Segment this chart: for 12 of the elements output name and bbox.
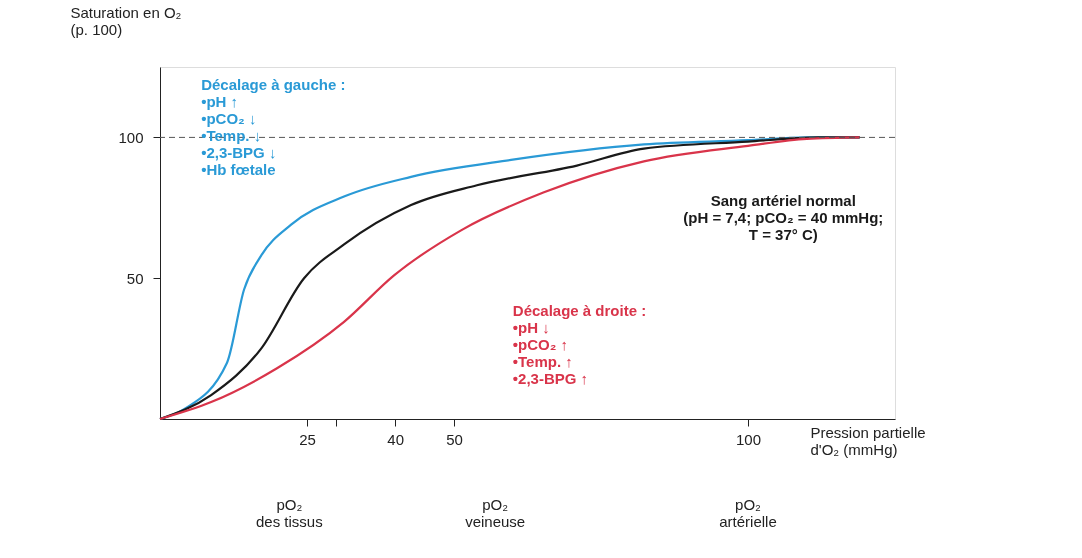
text: pO₂ des tissus bbox=[256, 495, 323, 530]
text: pO₂ artérielle bbox=[719, 495, 777, 530]
y-axis-title: Saturation en O₂ (p. 100) bbox=[70, 3, 182, 38]
annotation: Sang artériel normal (pH = 7,4; pCO₂ = 40 mmHg; T = 37° C) bbox=[683, 191, 884, 243]
x-tick-label: 25 bbox=[299, 430, 316, 448]
x-tick-label: 40 bbox=[387, 430, 405, 448]
annotation: Décalage à gauche : •pH ↑ •pCO₂ ↓ •Temp. ↓ •2,3-BPG ↓ •Hb fœtale bbox=[201, 76, 346, 179]
text: pO₂ veineuse bbox=[465, 495, 526, 530]
x-tick-label: 100 bbox=[735, 430, 762, 448]
x-axis-title: Pression partielle d'O₂ (mmHg) bbox=[810, 423, 926, 458]
annotation: Décalage à droite : •pH ↓ •pCO₂ ↑ •Temp. ↑ •2,3-BPG ↑ bbox=[512, 301, 647, 387]
x-tick-label: 50 bbox=[446, 430, 463, 448]
